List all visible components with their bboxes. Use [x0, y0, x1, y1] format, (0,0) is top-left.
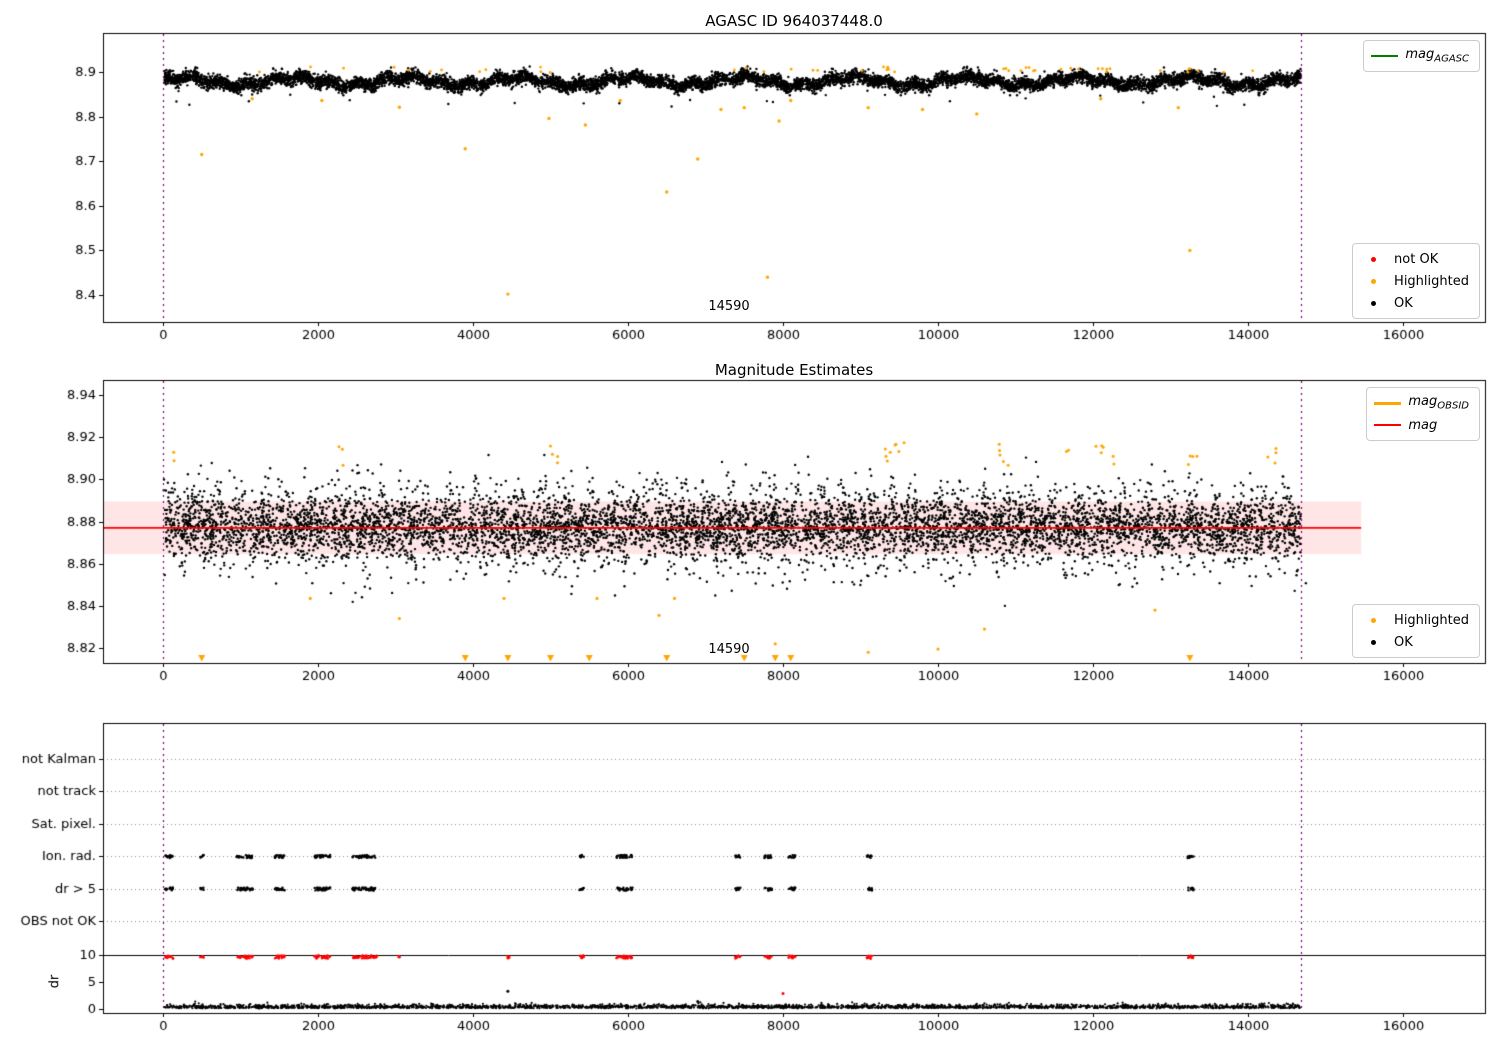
- legend-entry: not OK: [1360, 249, 1469, 269]
- legend-dot-swatch: [1360, 639, 1387, 645]
- plot1-points-legend: not OK Highlighted OK: [1352, 243, 1480, 319]
- plot1-mag-legend: magAGASC: [1363, 40, 1480, 72]
- legend-label: Highlighted: [1394, 612, 1469, 628]
- legend-label: magOBSID: [1408, 394, 1469, 412]
- legend-entry: Highlighted: [1360, 271, 1469, 291]
- plot2-points-legend: Highlighted OK: [1352, 604, 1480, 658]
- legend-label: not OK: [1394, 251, 1439, 267]
- legend-entry: magAGASC: [1371, 46, 1469, 66]
- legend-label: magAGASC: [1405, 47, 1469, 65]
- legend-entry: OK: [1360, 293, 1469, 313]
- legend-label: OK: [1394, 634, 1413, 650]
- legend-label: OK: [1394, 295, 1413, 311]
- legend-line-swatch: [1371, 55, 1399, 57]
- plot1-obsid-annotation: 14590: [708, 299, 750, 314]
- legend-entry: magOBSID: [1374, 393, 1469, 413]
- legend-entry: mag: [1374, 415, 1469, 435]
- legend-line-swatch: [1374, 401, 1402, 405]
- plot1-title: AGASC ID 964037448.0: [705, 12, 883, 30]
- legend-entry: OK: [1360, 632, 1469, 652]
- legend-dot-swatch: [1360, 300, 1387, 306]
- plot3-dr-axis-label: dr: [47, 974, 63, 989]
- legend-dot-swatch: [1360, 256, 1387, 262]
- plot2-mag-legend: magOBSID mag: [1366, 387, 1480, 441]
- plot2-title: Magnitude Estimates: [714, 361, 874, 379]
- legend-label: Highlighted: [1394, 273, 1469, 289]
- legend-line-swatch: [1374, 424, 1402, 426]
- legend-entry: Highlighted: [1360, 610, 1469, 630]
- legend-label: mag: [1408, 417, 1438, 433]
- legend-dot-swatch: [1360, 617, 1387, 623]
- plot2-obsid-annotation: 14590: [708, 642, 750, 657]
- legend-dot-swatch: [1360, 278, 1387, 284]
